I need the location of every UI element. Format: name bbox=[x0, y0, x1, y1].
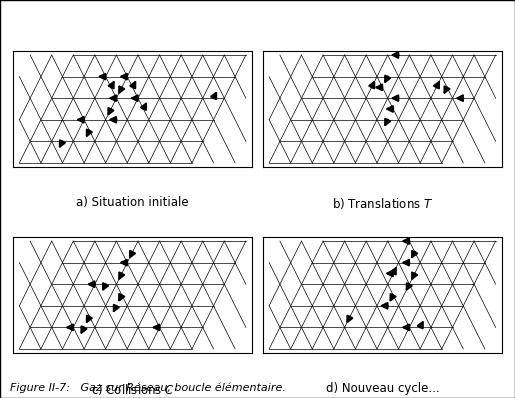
Text: a) Situation initiale: a) Situation initiale bbox=[76, 196, 189, 209]
Text: b) Translations $T$: b) Translations $T$ bbox=[332, 196, 433, 211]
Text: c) Collisions $C$: c) Collisions $C$ bbox=[91, 382, 175, 397]
Text: Figure II-7:   Gaz sur Réseau, boucle élémentaire.: Figure II-7: Gaz sur Réseau, boucle élém… bbox=[10, 383, 286, 393]
Text: d) Nouveau cycle...: d) Nouveau cycle... bbox=[325, 382, 439, 395]
